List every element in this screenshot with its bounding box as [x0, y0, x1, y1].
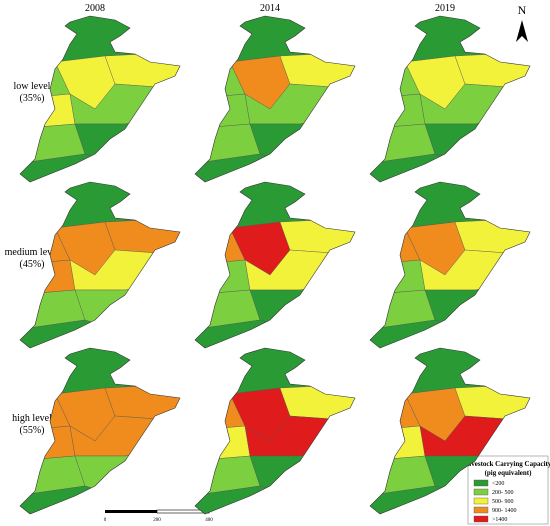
- region: [74, 113, 180, 182]
- scale-segment: [105, 510, 157, 513]
- legend-subtitle: (pig equivalent): [485, 469, 533, 477]
- region: [249, 445, 355, 514]
- region: [370, 16, 530, 63]
- map-outline: [19, 15, 181, 183]
- region: [249, 113, 355, 182]
- region: [20, 348, 180, 395]
- region: [249, 279, 355, 348]
- region: [195, 182, 355, 229]
- legend: Livestock Carrying Capacity (pig equival…: [465, 455, 550, 525]
- map-regions: [195, 348, 355, 514]
- map-regions: [195, 16, 355, 182]
- legend-swatch: [473, 488, 489, 496]
- region: [104, 217, 180, 256]
- region: [20, 16, 180, 63]
- row-label: low level: [14, 81, 51, 92]
- scale-bar: 0 200 400: [104, 509, 213, 523]
- region: [424, 113, 530, 182]
- north-arrow-shape: [516, 20, 528, 42]
- map-outline: [194, 347, 356, 515]
- column-header: 2008: [85, 3, 105, 14]
- row-share: (35%): [20, 93, 45, 104]
- map-outline: [19, 181, 181, 349]
- row-label: medium level: [5, 247, 60, 258]
- column-header: 2014: [260, 3, 280, 14]
- scale-label: 400: [205, 518, 213, 523]
- legend-item: <200: [492, 481, 504, 487]
- legend-item: >1400: [492, 517, 507, 523]
- scale-label: 0: [104, 518, 107, 523]
- map-panel: [369, 181, 531, 349]
- map-panel: [194, 15, 356, 183]
- map-outline: [369, 15, 531, 183]
- row-label: high level: [12, 413, 52, 424]
- scale-label: 200: [153, 518, 161, 523]
- legend-item: 900- 1400: [492, 508, 517, 514]
- column-header: 2019: [435, 3, 455, 14]
- map-regions: [370, 16, 530, 182]
- region: [370, 182, 530, 229]
- region: [279, 217, 355, 256]
- row-share: (45%): [20, 259, 45, 270]
- region: [74, 445, 180, 514]
- region: [195, 348, 355, 395]
- region: [104, 383, 180, 422]
- region: [104, 51, 180, 90]
- region: [20, 182, 180, 229]
- map-outline: [194, 181, 356, 349]
- region: [279, 51, 355, 90]
- legend-title: Livestock Carrying Capacity: [465, 460, 550, 468]
- legend-swatch: [473, 506, 489, 514]
- region: [454, 217, 530, 256]
- north-label: N: [518, 3, 527, 17]
- legend-swatch: [473, 515, 489, 523]
- region: [74, 279, 180, 348]
- map-panel: [194, 347, 356, 515]
- region: [195, 16, 355, 63]
- map-outline: [369, 181, 531, 349]
- map-outline: [369, 347, 531, 515]
- north-arrow: N: [516, 3, 528, 42]
- legend-item: 500- 900: [492, 499, 514, 505]
- map-regions: [370, 182, 530, 348]
- region: [424, 279, 530, 348]
- legend-swatch: [473, 479, 489, 487]
- legend-item: 200- 500: [492, 490, 514, 496]
- map-regions: [195, 182, 355, 348]
- row-share: (55%): [20, 425, 45, 436]
- map-outline: [194, 15, 356, 183]
- region: [370, 348, 530, 395]
- region: [454, 383, 530, 422]
- region: [454, 51, 530, 90]
- map-panel: [194, 181, 356, 349]
- region: [279, 383, 355, 422]
- legend-swatch: [473, 497, 489, 505]
- map-outline: [19, 347, 181, 515]
- map-panel: [369, 15, 531, 183]
